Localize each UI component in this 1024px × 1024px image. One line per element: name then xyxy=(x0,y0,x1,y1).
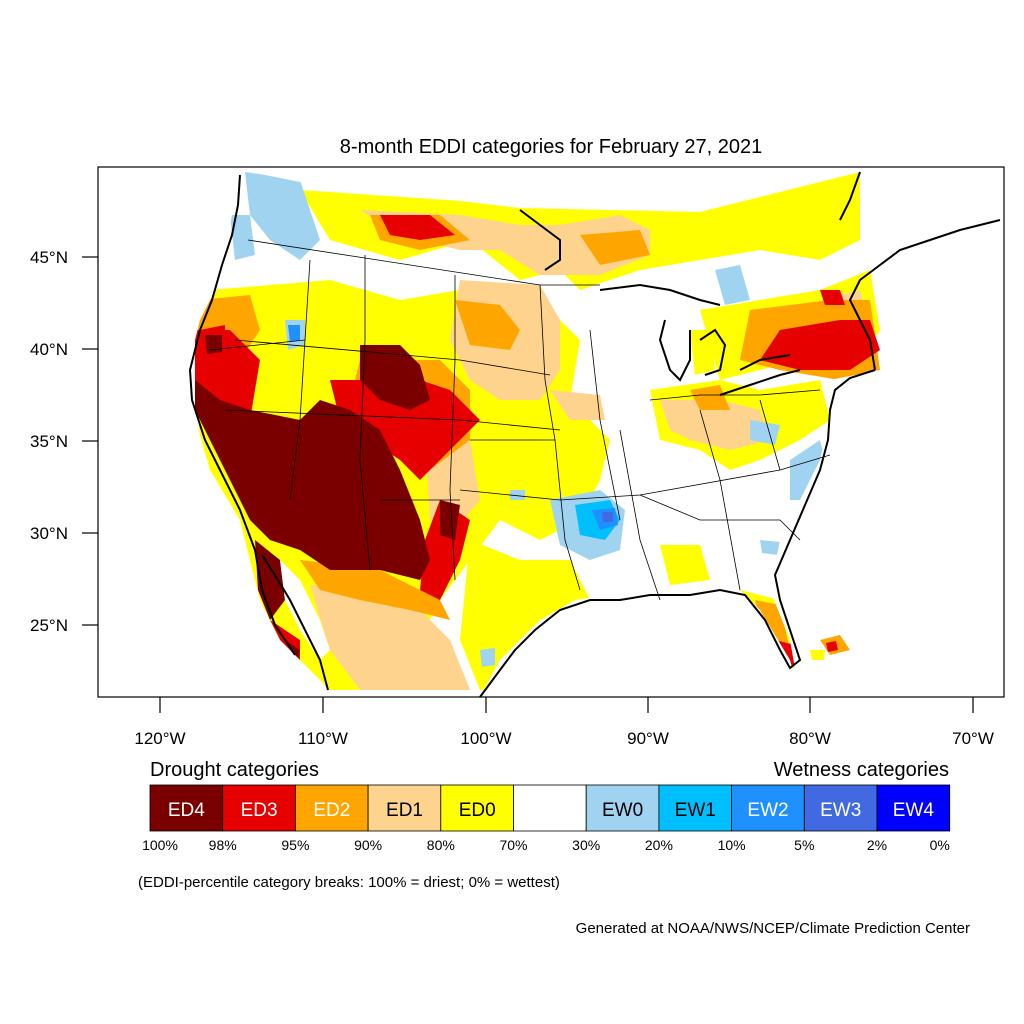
lon-label: 100°W xyxy=(460,729,511,748)
legend-category-label: EW4 xyxy=(893,800,935,821)
legend-note: (EDDI-percentile category breaks: 100% =… xyxy=(138,874,560,891)
legend-category-label: EW1 xyxy=(675,800,716,821)
legend-break-label: 2% xyxy=(867,837,887,853)
lon-label: 70°W xyxy=(952,729,994,748)
legend-swatch xyxy=(803,784,878,832)
legend-break-label: 20% xyxy=(645,837,673,853)
legend-category-label: ED1 xyxy=(386,800,423,821)
legend-category-label: EW3 xyxy=(820,800,861,821)
legend-category-label: ED2 xyxy=(313,800,350,821)
lon-label: 120°W xyxy=(134,729,185,748)
legend-swatch xyxy=(658,784,733,832)
lon-label: 90°W xyxy=(627,729,669,748)
gulf-of-california-mask xyxy=(280,560,330,660)
legend-break-label: 30% xyxy=(572,837,600,853)
legend-color-bar: ED4 ED3 ED2 ED1 ED0 EW0 EW1 EW2 EW3 EW4 xyxy=(149,784,951,832)
caribbean-patches xyxy=(810,635,850,660)
legend-category-label: ED0 xyxy=(459,800,496,821)
gulf-mask xyxy=(480,590,800,697)
latitude-axis: 45°N 40°N 35°N 30°N 25°N xyxy=(30,248,98,635)
legend-break-label: 100% xyxy=(142,837,178,853)
legend-break-label: 10% xyxy=(718,837,746,853)
legend-swatch xyxy=(440,784,514,832)
lat-label: 40°N xyxy=(30,340,68,359)
legend-swatch xyxy=(876,784,951,832)
legend-category-label: ED3 xyxy=(241,800,278,821)
legend-break-label: 70% xyxy=(499,837,527,853)
legend-category-label: EW2 xyxy=(747,800,788,821)
canada-mask xyxy=(98,167,1004,212)
legend-swatch xyxy=(367,784,442,832)
lon-label: 110°W xyxy=(298,729,348,748)
legend-category-label: EW0 xyxy=(602,800,643,821)
lat-label: 35°N xyxy=(30,432,68,451)
wetness-heading: Wetness categories xyxy=(774,759,949,781)
lat-label: 45°N xyxy=(30,248,68,267)
map-title: 8-month EDDI categories for February 27,… xyxy=(340,136,762,158)
legend-swatch xyxy=(731,784,805,832)
legend-break-label: 5% xyxy=(794,837,814,853)
coastlines xyxy=(188,171,1001,697)
map-frame xyxy=(97,166,1005,698)
lat-label: 30°N xyxy=(30,524,68,543)
lon-label: 80°W xyxy=(789,729,831,748)
legend-swatch xyxy=(149,784,224,832)
longitude-axis: 120°W 110°W 100°W 90°W 80°W 70°W xyxy=(134,697,994,748)
region-ew1-ew2 xyxy=(288,325,620,540)
legend: Drought categories Wetness categories ED… xyxy=(138,759,951,891)
region-ed4 xyxy=(195,335,460,660)
legend-swatch xyxy=(222,784,296,832)
drought-heading: Drought categories xyxy=(150,759,319,781)
credit-text: Generated at NOAA/NWS/NCEP/Climate Predi… xyxy=(576,920,970,937)
legend-break-label: 90% xyxy=(354,837,382,853)
legend-break-label: 0% xyxy=(930,837,950,853)
legend-break-label: 95% xyxy=(281,837,309,853)
legend-break-label: 80% xyxy=(427,837,455,853)
lat-label: 25°N xyxy=(30,616,68,635)
atlantic-mask xyxy=(770,300,1004,697)
legend-break-label: 98% xyxy=(209,837,237,853)
legend-swatch xyxy=(513,784,587,832)
map-panel xyxy=(97,166,1005,698)
map-area xyxy=(98,167,1004,697)
legend-breaks: 100% 98% 95% 90% 80% 70% 30% 20% 10% 5% 2% 0% xyxy=(142,837,950,853)
pacific-mask xyxy=(98,167,300,697)
legend-swatch xyxy=(585,784,660,832)
state-borders xyxy=(209,239,831,601)
legend-category-label: ED4 xyxy=(168,800,205,821)
